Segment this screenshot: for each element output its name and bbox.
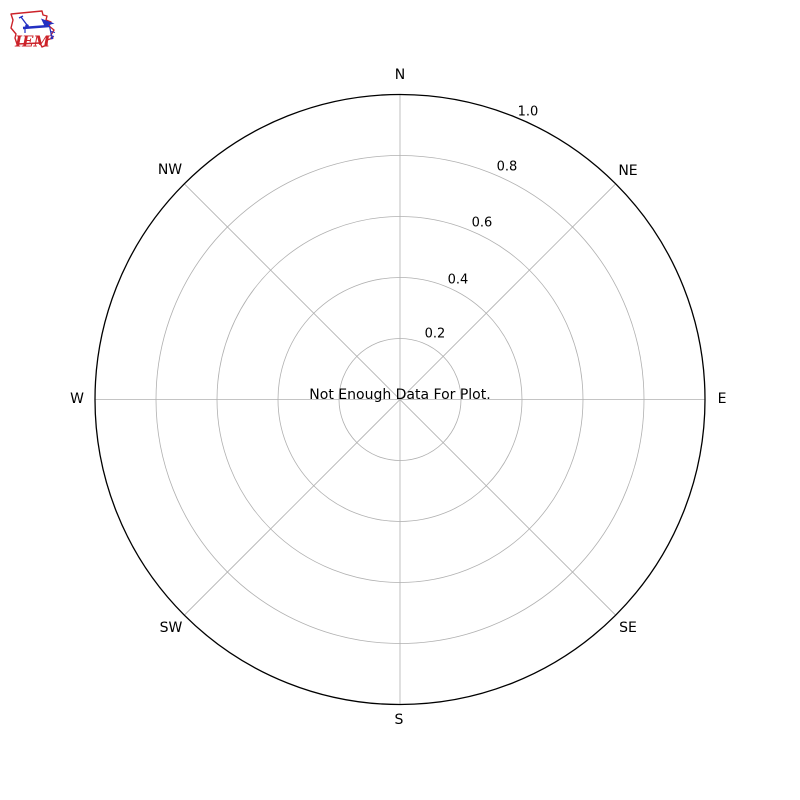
compass-label-nw: NW xyxy=(157,162,183,178)
radial-tick-0-8: 0.8 xyxy=(496,159,518,175)
compass-label-n: N xyxy=(394,67,406,83)
compass-label-ne: NE xyxy=(618,163,638,179)
compass-label-s: S xyxy=(394,712,404,728)
radial-tick-1-0: 1.0 xyxy=(517,104,539,120)
no-data-message: Not Enough Data For Plot. xyxy=(309,387,491,403)
polar-spokes xyxy=(95,94,705,705)
iem-logo-text: IEM xyxy=(14,33,50,51)
compass-label-w: W xyxy=(70,391,84,407)
compass-label-se: SE xyxy=(619,620,637,636)
compass-label-e: E xyxy=(717,391,727,407)
radial-tick-0-4: 0.4 xyxy=(447,272,469,288)
compass-label-sw: SW xyxy=(159,620,183,636)
ring-0-6 xyxy=(216,216,584,583)
outer-circle xyxy=(94,93,706,706)
radial-tick-0-2: 0.2 xyxy=(424,326,446,342)
iem-logo: IEM xyxy=(10,10,56,51)
radial-tick-0-6: 0.6 xyxy=(471,215,493,231)
spoke-northwest-southeast xyxy=(184,183,616,616)
ring-0-8 xyxy=(155,155,645,644)
polar-rings xyxy=(155,155,645,644)
weather-vane-icon xyxy=(18,15,56,40)
ring-0-4 xyxy=(277,277,523,522)
ring-0-2 xyxy=(338,338,462,461)
